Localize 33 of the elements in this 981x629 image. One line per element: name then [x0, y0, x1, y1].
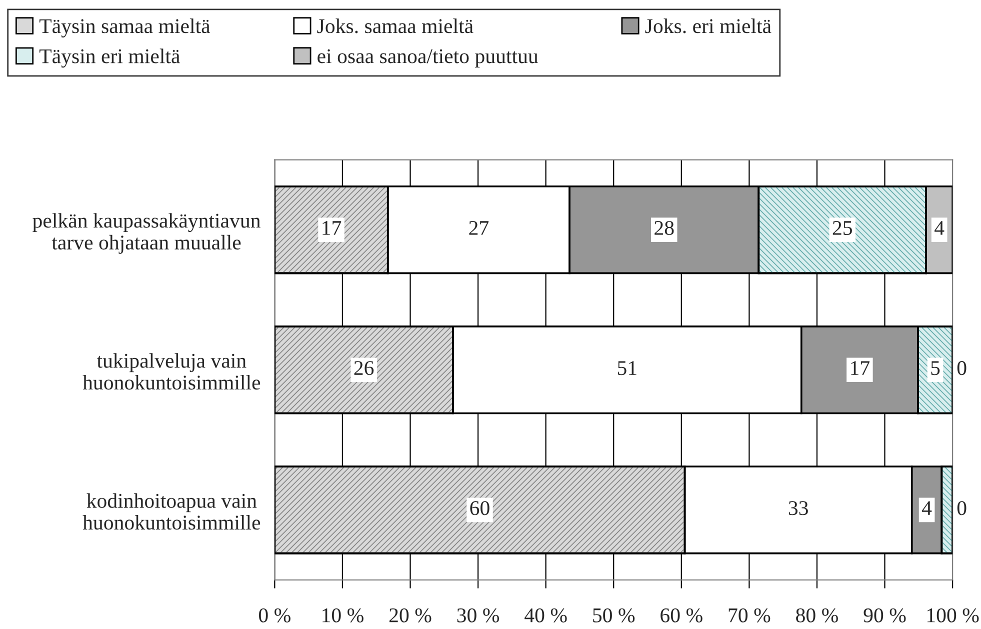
- x-tick-label: 60 %: [660, 608, 702, 622]
- legend-label: Joks. eri mieltä: [645, 18, 772, 34]
- y-tick-label: pelkän kaupassakäyntiavun tarve ohjataan muualle: [32, 213, 260, 254]
- data-label: 28: [654, 220, 674, 236]
- data-label: 4: [922, 501, 932, 515]
- legend-label: Täysin samaa mieltä: [39, 18, 210, 38]
- data-label: 25: [832, 221, 852, 236]
- data-label: 33: [788, 501, 808, 516]
- data-label: 51: [618, 361, 636, 376]
- data-label: 26: [354, 361, 374, 376]
- y-tick-label: tukipalveluja vain huonokuntoisimmille: [82, 353, 260, 390]
- data-label: 17: [851, 361, 870, 375]
- x-tick-label: 0 %: [258, 608, 290, 622]
- x-tick-label: 30 %: [457, 608, 500, 622]
- x-tick-label: 100 %: [927, 608, 979, 622]
- x-tick-label: 50 %: [593, 608, 635, 622]
- x-tick-label: 10 %: [322, 608, 364, 622]
- data-label: 0: [957, 361, 966, 376]
- data-label: 5: [931, 361, 940, 376]
- legend-label: ei osaa sanoa/tieto puuttuu: [318, 49, 538, 68]
- x-tick-label: 20 %: [389, 608, 432, 622]
- x-tick-label: 80 %: [796, 608, 838, 622]
- y-tick-label: kodinhoitoapua vain huonokuntoisimmille: [82, 493, 260, 530]
- x-tick-label: 70 %: [728, 608, 770, 622]
- data-label: 17: [322, 221, 342, 235]
- x-tick-label: 40 %: [524, 608, 567, 622]
- data-label: 0: [957, 501, 966, 516]
- data-label: 27: [469, 221, 489, 235]
- data-label: 60: [470, 501, 490, 516]
- legend-label: Täysin eri mieltä: [39, 48, 180, 68]
- data-label: 4: [934, 221, 944, 235]
- x-tick-label: 90 %: [864, 608, 906, 622]
- legend-label: Joks. samaa mieltä: [317, 18, 474, 34]
